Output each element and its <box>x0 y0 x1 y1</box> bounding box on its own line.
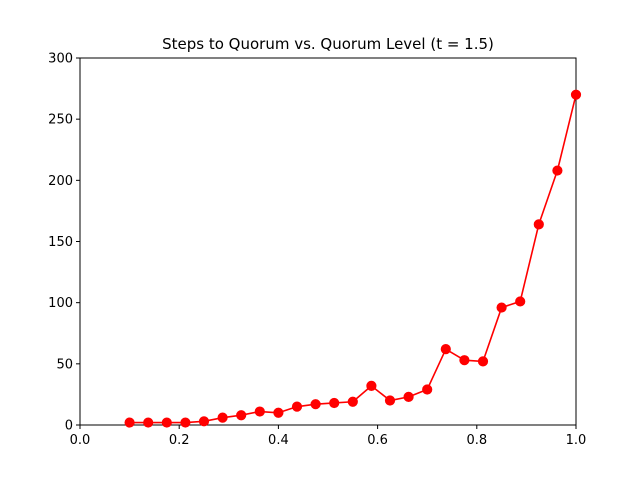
x-tick-label: 0.2 <box>169 433 190 448</box>
y-tick-label: 200 <box>48 174 73 189</box>
x-tick-label: 0.0 <box>70 433 91 448</box>
y-tick-label: 300 <box>48 52 73 67</box>
data-point <box>143 417 154 428</box>
data-point <box>533 219 544 230</box>
data-point <box>459 355 470 366</box>
y-tick-label: 50 <box>56 357 73 372</box>
chart-title: Steps to Quorum vs. Quorum Level (t = 1.… <box>162 35 494 53</box>
plot-area <box>79 57 577 426</box>
data-point <box>329 397 340 409</box>
data-point <box>366 380 377 391</box>
data-point <box>236 410 247 421</box>
data-point <box>403 391 414 402</box>
data-point <box>291 401 303 412</box>
y-tick-label: 150 <box>48 235 73 250</box>
axis-ticks: 0.0 0.2 0.4 0.6 0.8 1.0 0 50 100 150 200 250 300 <box>48 52 586 449</box>
data-point <box>422 384 433 395</box>
data-point <box>570 89 582 100</box>
data-point <box>440 344 451 355</box>
data-point <box>477 356 489 367</box>
x-tick-label: 0.4 <box>268 433 289 448</box>
x-tick-label: 0.8 <box>466 433 487 448</box>
series-line <box>129 94 577 424</box>
data-point <box>347 396 358 407</box>
data-point <box>496 302 507 313</box>
y-tick-label: 0 <box>65 419 73 434</box>
data-point <box>515 296 526 307</box>
data-point <box>254 406 265 417</box>
data-point <box>384 395 396 406</box>
y-tick-label: 250 <box>48 113 73 128</box>
data-point <box>273 407 284 418</box>
data-point <box>180 417 191 428</box>
data-point <box>552 165 563 176</box>
x-tick-label: 0.6 <box>367 433 388 448</box>
plot-frame <box>79 57 577 426</box>
y-tick-label: 100 <box>48 296 73 311</box>
series-group <box>124 89 582 428</box>
data-point <box>310 399 321 410</box>
x-tick-label: 1.0 <box>566 433 587 448</box>
data-point <box>124 417 135 428</box>
data-point <box>161 417 172 428</box>
data-point <box>217 412 228 423</box>
data-point <box>198 416 210 427</box>
